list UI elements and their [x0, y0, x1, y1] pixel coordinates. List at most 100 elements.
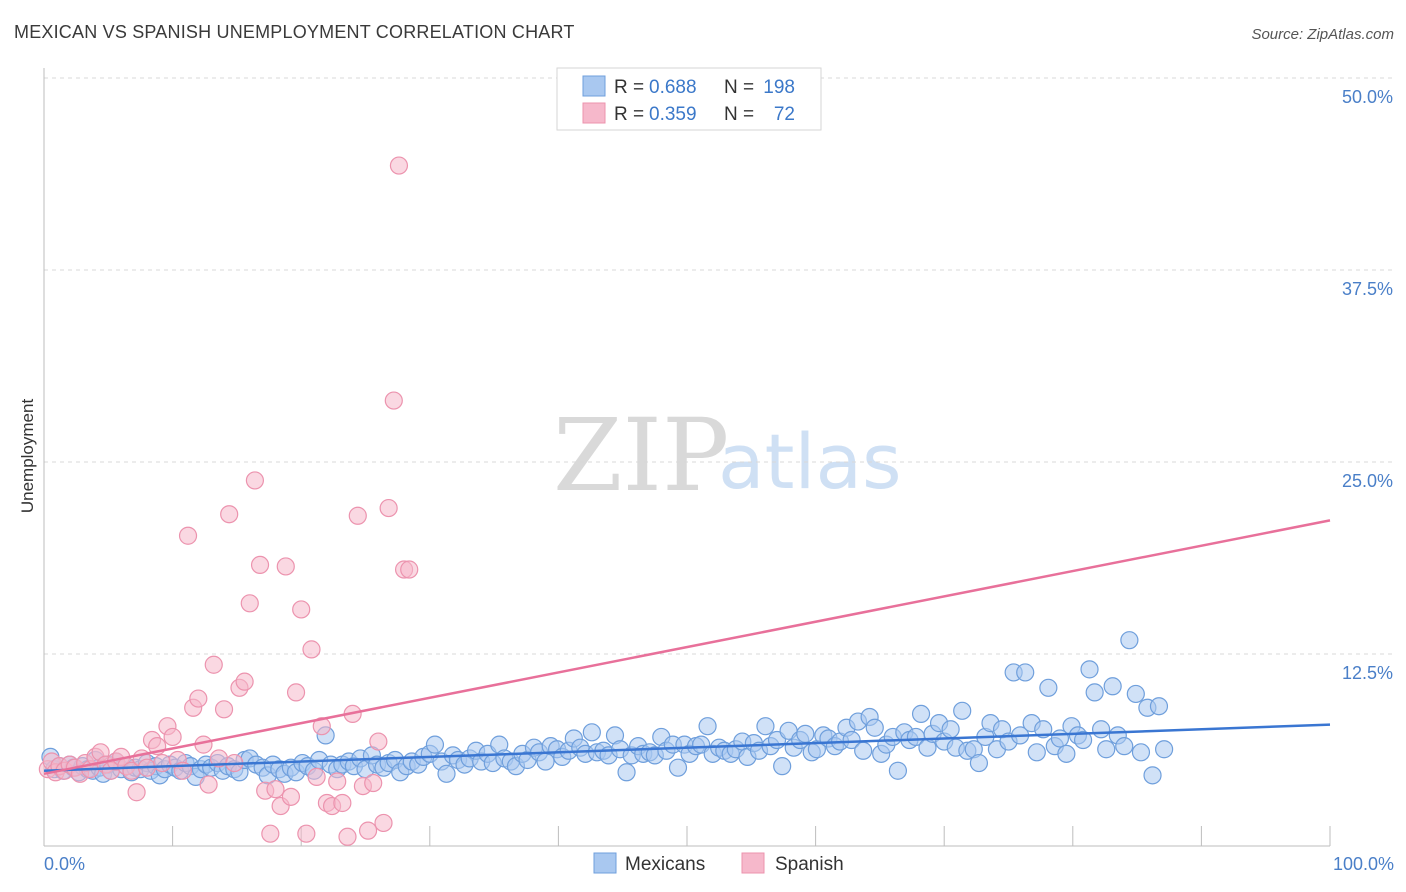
spanish-point-32: [199, 775, 218, 794]
spanish-point-18: [127, 783, 146, 802]
spanish-point-66: [374, 813, 393, 833]
mexicans-point-130: [756, 717, 775, 736]
spanish-point-23: [153, 753, 172, 773]
spanish-trend-line: [43, 519, 1331, 776]
spanish-point-30: [189, 689, 208, 708]
spanish-point-61: [348, 506, 367, 525]
legend-swatch-mexicans: [582, 75, 606, 97]
spanish-point-63: [358, 821, 378, 840]
mexicans-point-190: [1103, 677, 1122, 696]
mexicans-point-137: [796, 724, 815, 743]
spanish-point-71: [400, 560, 419, 579]
x-axis-ticks: [43, 826, 1331, 846]
y-axis-label: Unemployment: [18, 399, 37, 514]
legend-r-label-mexicans: R =: [614, 77, 644, 98]
mexicans-point-147: [854, 741, 873, 760]
mexicans-point-106: [617, 763, 636, 782]
legend-n-label-mexicans: N =: [724, 77, 754, 98]
mexicans-point-145: [842, 730, 861, 750]
spanish-point-64: [364, 773, 383, 793]
mexicans-point-194: [1126, 684, 1145, 704]
mexicans-point-149: [865, 718, 884, 737]
mexicans-point-153: [888, 761, 908, 780]
bottom-legend-swatch-mexicans: [593, 852, 617, 874]
spanish-point-40: [240, 594, 259, 613]
spanish-point-54: [312, 717, 331, 736]
spanish-point-53: [307, 767, 326, 786]
mexicans-point-164: [953, 701, 972, 720]
mexicans-point-187: [1085, 683, 1104, 702]
legend-r-label-spanish: R =: [614, 104, 644, 125]
legend-n-label-spanish: N =: [724, 104, 754, 125]
spanish-point-50: [292, 600, 311, 619]
spanish-point-41: [245, 471, 265, 490]
spanish-point-69: [389, 156, 409, 175]
chart-title: MEXICAN VS SPANISH UNEMPLOYMENT CORRELAT…: [14, 22, 575, 42]
mexicans-point-188: [1091, 720, 1111, 739]
mexicans-point-73: [425, 735, 445, 754]
mexicans-point-192: [1115, 737, 1134, 756]
bottom-legend-swatch-spanish: [741, 852, 765, 874]
spanish-point-67: [379, 498, 398, 518]
legend-swatch-spanish: [582, 102, 606, 124]
trend-lines: [43, 519, 1331, 776]
mexicans-point-177: [1027, 743, 1046, 762]
mexicans-point-195: [1131, 743, 1151, 762]
spanish-point-39: [235, 672, 254, 691]
mexicans-point-199: [1155, 740, 1174, 759]
mexicans-point-162: [941, 720, 960, 739]
mexicans-point-193: [1120, 631, 1139, 650]
mexicans-point-198: [1149, 697, 1169, 716]
mexicans-trend-line: [43, 723, 1331, 772]
spanish-point-65: [369, 732, 388, 751]
mexicans-point-167: [969, 753, 989, 773]
mexicans-point-186: [1080, 660, 1099, 679]
y-tick-label-2: 37.5%: [1342, 279, 1393, 299]
spanish-point-47: [276, 557, 295, 576]
mexicans-point-157: [911, 704, 931, 724]
spanish-point-25: [163, 727, 182, 747]
spanish-point-33: [204, 655, 223, 674]
spanish-point-58: [333, 793, 352, 813]
spanish-point-42: [250, 555, 270, 575]
spanish-point-49: [286, 683, 306, 702]
series-legend: Mexicans Spanish: [593, 852, 844, 875]
mexicans-point-185: [1073, 730, 1093, 750]
spanish-point-45: [266, 780, 285, 799]
spanish-point-36: [220, 505, 239, 524]
y-tick-label-1: 25.0%: [1342, 471, 1393, 491]
mexicans-point-197: [1143, 766, 1162, 785]
spanish-point-51: [297, 824, 316, 843]
grid-lines: [44, 77, 1394, 655]
mexicans-point-133: [773, 757, 792, 776]
mexicans-point-179: [1039, 678, 1058, 697]
mexicans-point-189: [1097, 740, 1116, 759]
spanish-point-44: [261, 824, 280, 843]
stats-legend: R = 0.688 N = 198 R = 0.359 N = 72: [556, 67, 822, 131]
x-tick-label-max: 100.0%: [1333, 854, 1394, 874]
spanish-point-59: [338, 827, 357, 846]
mexicans-point-182: [1057, 744, 1076, 763]
watermark-atlas: atlas: [718, 417, 902, 506]
legend-r-value-spanish: 0.359: [649, 104, 697, 125]
spanish-point-68: [384, 391, 403, 410]
y-tick-label-0: 12.5%: [1342, 663, 1393, 683]
spanish-point-57: [328, 772, 347, 791]
legend-n-value-mexicans: 198: [763, 77, 795, 98]
x-tick-label-min: 0.0%: [44, 854, 85, 874]
mexicans-point-115: [668, 758, 688, 777]
y-tick-label-3: 50.0%: [1342, 87, 1393, 107]
watermark-zip: ZIP: [553, 397, 729, 514]
y-tick-labels: 12.5% 25.0% 37.5% 50.0%: [1342, 87, 1393, 683]
mexicans-point-100: [582, 723, 601, 742]
spanish-point-28: [178, 526, 198, 545]
mexicans-point-178: [1034, 720, 1053, 739]
mexicans-point-120: [698, 717, 717, 736]
bottom-legend-spanish: Spanish: [775, 854, 844, 875]
series-spanish-points: [38, 156, 419, 846]
legend-n-value-spanish: 72: [774, 104, 795, 125]
spanish-point-52: [302, 640, 321, 659]
mexicans-point-75: [437, 764, 456, 783]
bottom-legend-mexicans: Mexicans: [625, 854, 705, 875]
